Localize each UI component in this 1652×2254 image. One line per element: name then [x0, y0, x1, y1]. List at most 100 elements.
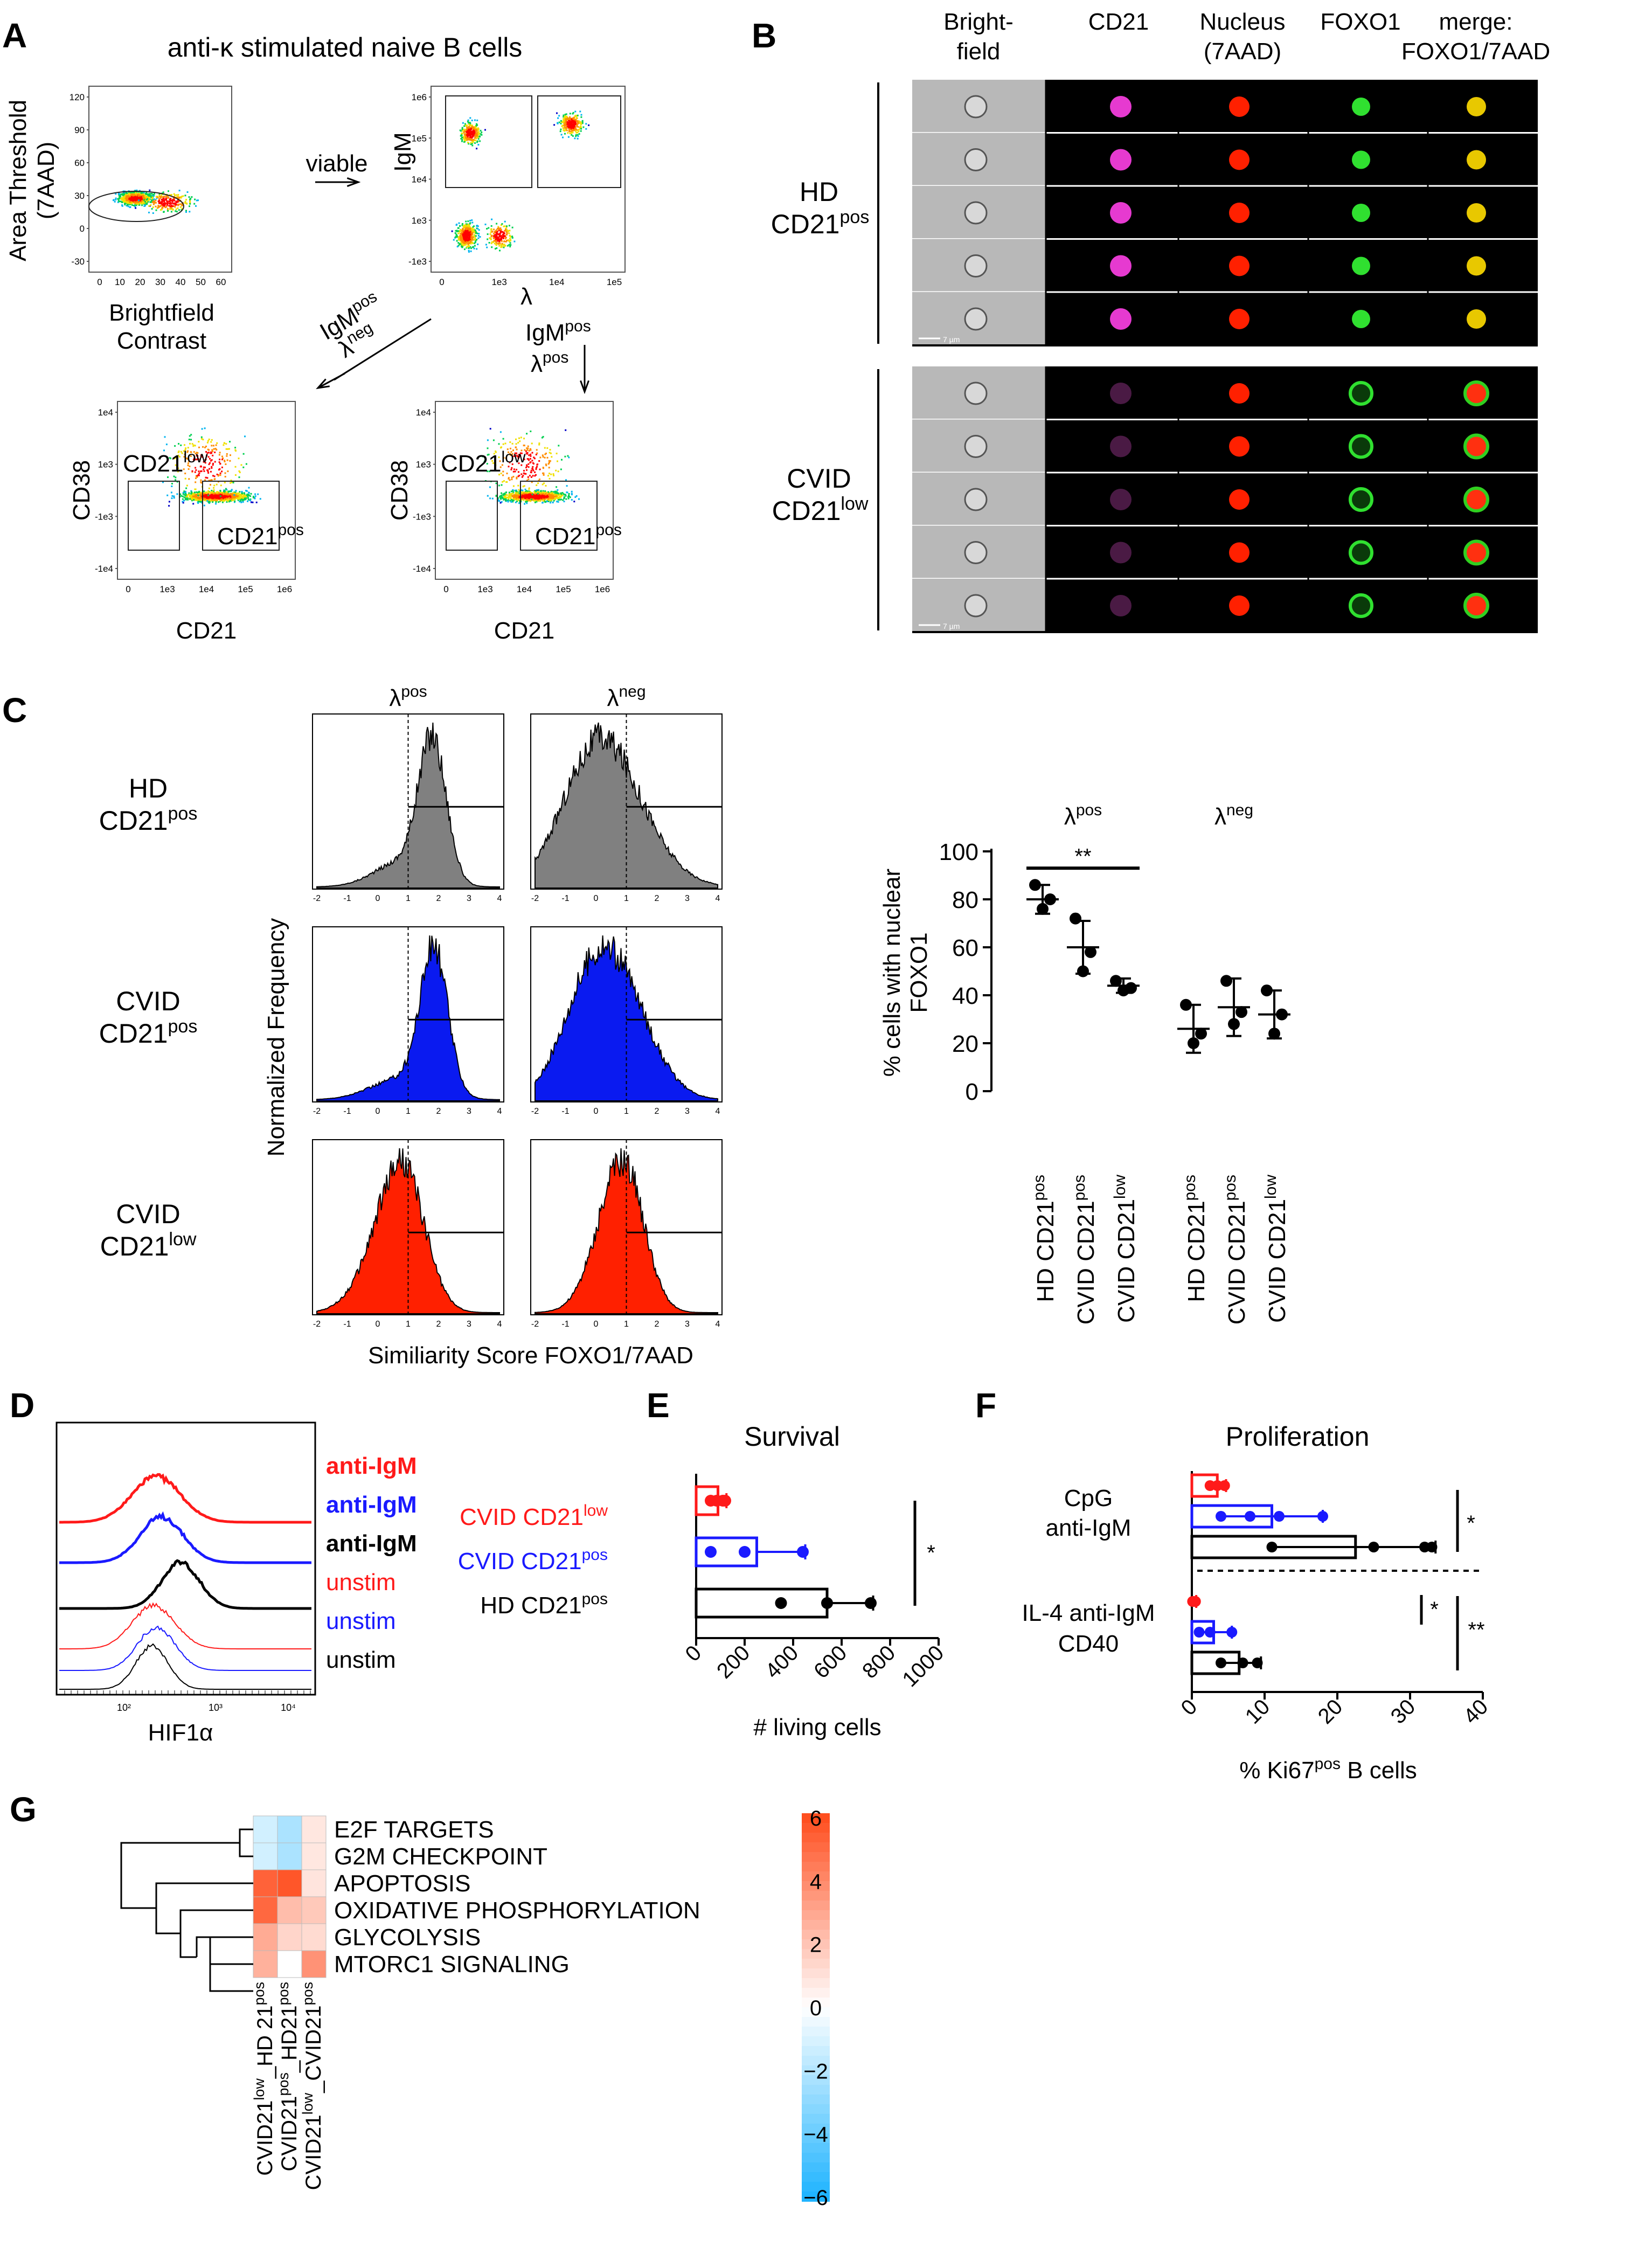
density-dot	[175, 210, 177, 212]
density-dot	[204, 462, 206, 464]
density-dot	[206, 452, 209, 454]
plot-a4-y-tick: -1e4	[413, 564, 431, 574]
density-dot	[520, 496, 523, 498]
density-dot	[127, 196, 129, 198]
density-dot	[233, 492, 235, 494]
hist-col-header: λneg	[607, 683, 645, 711]
density-dot	[515, 490, 517, 492]
density-dot	[185, 487, 188, 489]
density-dot	[133, 204, 135, 206]
density-dot	[516, 469, 518, 470]
density-dot	[252, 501, 254, 503]
density-dot	[495, 241, 497, 243]
density-dot	[535, 490, 537, 493]
plot-a1-x-tick: 30	[155, 277, 165, 287]
density-dot	[467, 120, 469, 122]
density-dot	[120, 195, 122, 197]
density-dot	[474, 137, 476, 139]
density-dot	[468, 135, 470, 137]
density-dot	[189, 211, 191, 213]
density-dot	[461, 223, 463, 225]
density-dot	[508, 477, 510, 480]
density-dot	[242, 496, 244, 498]
density-dot	[528, 488, 530, 490]
density-dot	[551, 456, 553, 458]
density-dot	[552, 473, 554, 475]
hist-row-label: CVID	[116, 986, 180, 1016]
density-dot	[467, 238, 469, 240]
density-dot	[572, 124, 574, 126]
density-dot	[191, 470, 193, 472]
density-dot	[520, 491, 523, 494]
density-dot	[571, 126, 573, 128]
density-dot	[533, 495, 536, 497]
density-dot	[230, 482, 232, 484]
density-dot	[203, 470, 205, 472]
density-dot	[510, 235, 511, 238]
density-dot	[538, 443, 540, 446]
density-dot	[463, 232, 466, 234]
density-dot	[138, 198, 140, 200]
density-dot	[471, 120, 473, 121]
density-dot	[208, 438, 210, 440]
density-dot	[213, 493, 215, 495]
density-dot	[463, 226, 465, 228]
density-dot	[463, 141, 465, 143]
density-dot	[525, 490, 527, 492]
density-dot	[136, 203, 138, 205]
density-dot	[487, 495, 489, 497]
density-dot	[175, 479, 177, 481]
density-dot	[216, 474, 218, 475]
density-dot	[525, 495, 527, 497]
density-dot	[527, 496, 530, 498]
density-dot	[461, 242, 463, 244]
density-dot	[207, 494, 210, 496]
density-dot	[545, 497, 547, 500]
density-dot	[523, 438, 525, 440]
density-dot	[181, 452, 183, 454]
density-dot	[540, 490, 542, 493]
density-dot	[460, 137, 462, 140]
density-dot	[470, 134, 472, 136]
density-dot	[207, 494, 210, 495]
density-dot	[499, 460, 501, 462]
density-dot	[477, 132, 480, 134]
density-dot	[466, 134, 468, 136]
density-dot	[164, 199, 166, 201]
density-dot	[547, 497, 549, 500]
density-dot	[198, 491, 200, 493]
density-dot	[127, 204, 128, 206]
density-dot	[215, 501, 217, 503]
density-dot	[570, 117, 572, 120]
density-dot	[125, 201, 127, 203]
density-dot	[563, 123, 565, 125]
density-dot	[468, 251, 470, 253]
density-dot	[502, 438, 504, 440]
density-dot	[508, 498, 510, 500]
density-dot	[466, 124, 468, 127]
density-dot	[133, 194, 135, 196]
plot-a2-y-tick: 1e6	[412, 92, 427, 102]
density-dot	[567, 132, 569, 134]
density-dot	[464, 234, 467, 236]
density-dot	[523, 470, 525, 471]
density-dot	[532, 475, 534, 477]
density-dot	[470, 133, 471, 135]
density-dot	[542, 493, 544, 495]
density-dot	[569, 122, 571, 124]
plot-a1-y-tick: 60	[74, 158, 85, 168]
density-dot	[157, 206, 159, 209]
density-dot	[172, 199, 174, 201]
density-dot	[461, 133, 463, 135]
density-dot	[544, 500, 546, 502]
density-dot	[585, 123, 587, 125]
density-dot	[499, 466, 502, 468]
density-dot	[573, 124, 575, 127]
density-dot	[497, 499, 499, 501]
density-dot	[498, 238, 500, 240]
density-dot	[567, 123, 570, 126]
density-dot	[503, 235, 505, 237]
hist-row-label: HD	[129, 773, 168, 803]
density-dot	[563, 494, 565, 496]
column-header: CD21	[1088, 9, 1149, 35]
